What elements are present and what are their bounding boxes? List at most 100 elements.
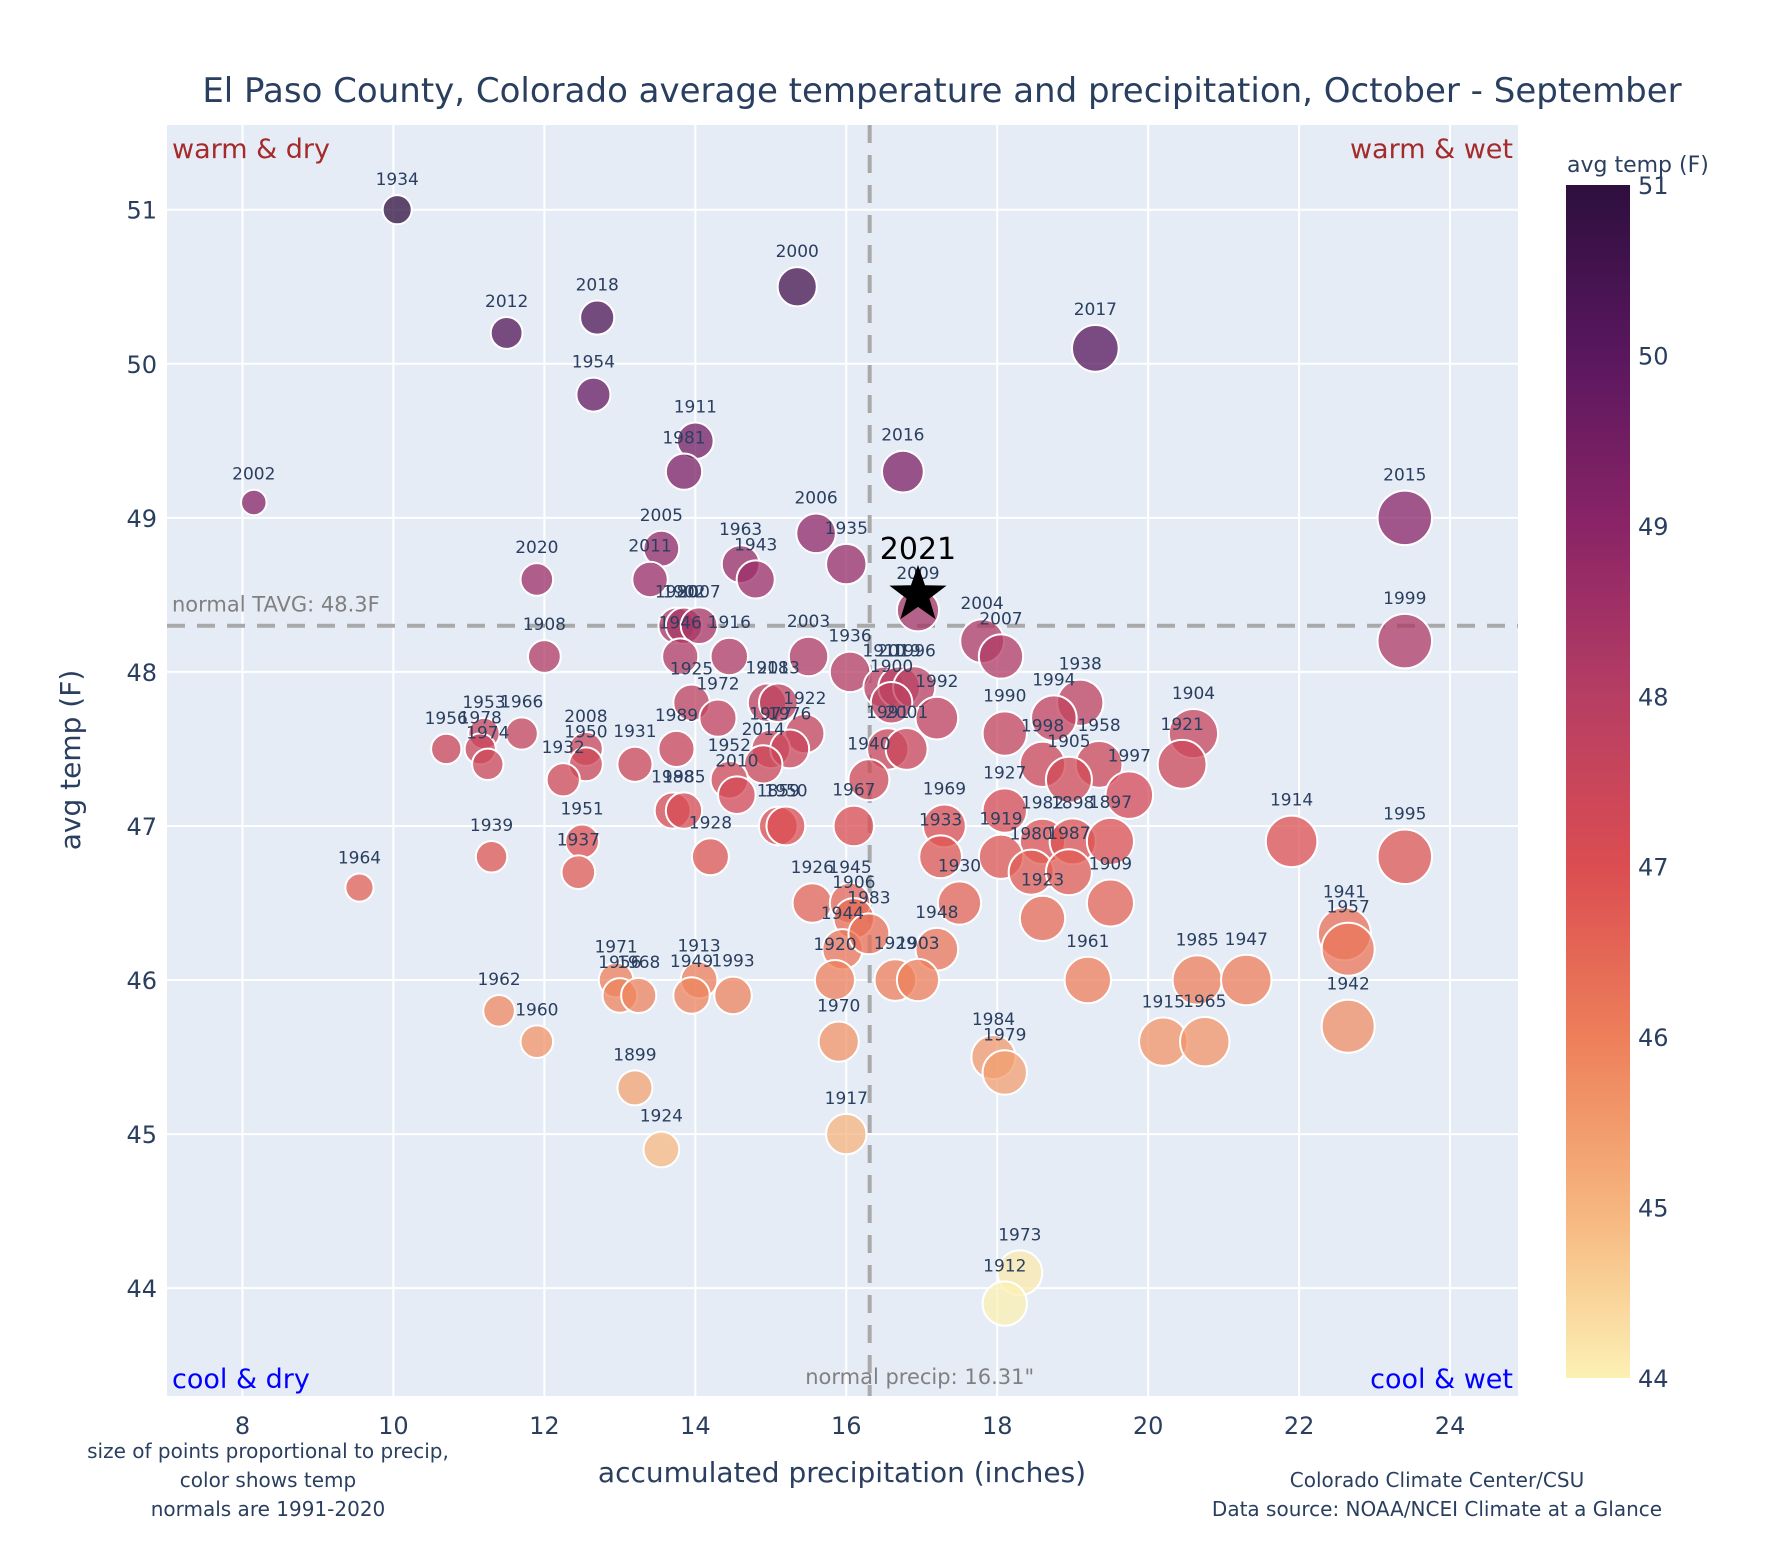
data-point <box>575 376 612 413</box>
data-point <box>1030 694 1078 742</box>
data-point <box>1071 324 1120 373</box>
point-label: 1945 <box>828 858 871 878</box>
point-label: 1966 <box>500 692 543 712</box>
point-label: 1942 <box>1327 975 1370 995</box>
data-point <box>1104 770 1155 820</box>
point-label: 1909 <box>1089 854 1132 874</box>
point-label: 1921 <box>1161 715 1204 735</box>
point-label: 1992 <box>915 672 958 692</box>
point-label: 2013 <box>757 658 800 678</box>
data-point <box>657 729 696 769</box>
quadrant-warm-dry: warm & dry <box>172 134 330 165</box>
point-label: 1947 <box>1225 930 1268 950</box>
point-label: 1976 <box>768 704 811 724</box>
point-label: 1936 <box>828 627 871 647</box>
point-label: 1900 <box>870 657 913 677</box>
point-label: 2001 <box>885 703 928 723</box>
data-point <box>981 1280 1028 1327</box>
data-point <box>526 639 562 674</box>
data-point <box>471 747 505 782</box>
y-tick-label: 51 <box>126 197 157 225</box>
point-label: 1930 <box>938 856 981 876</box>
y-tick-label: 44 <box>126 1275 157 1303</box>
normal-precip-label: normal precip: 16.31" <box>805 1365 1034 1389</box>
point-label: 1938 <box>1059 655 1102 675</box>
y-tick-label: 48 <box>126 659 157 687</box>
data-point <box>884 726 929 771</box>
y-tick-label: 49 <box>126 505 157 533</box>
data-point <box>895 957 941 1003</box>
data-point <box>1179 1015 1231 1068</box>
colorbar-tick-label: 50 <box>1638 342 1669 370</box>
point-label: 1985 <box>1176 930 1219 950</box>
point-label: 1939 <box>470 816 513 836</box>
point-label: 1972 <box>696 675 739 695</box>
point-label: 1906 <box>832 873 875 893</box>
data-point <box>1320 998 1376 1054</box>
point-label: 1911 <box>674 398 717 418</box>
point-label: 1924 <box>640 1107 683 1127</box>
point-label: 1915 <box>1142 992 1185 1012</box>
point-label: 2007 <box>979 609 1022 629</box>
data-point <box>880 449 925 494</box>
point-label: 1960 <box>515 1000 558 1020</box>
normal-temp-label: normal TAVG: 48.3F <box>172 593 380 617</box>
data-point <box>1085 878 1135 928</box>
data-point <box>981 710 1028 757</box>
data-point <box>381 194 413 226</box>
point-label: 1991 <box>866 703 909 723</box>
point-label: 2005 <box>640 506 683 526</box>
colorbar-tick-label: 45 <box>1638 1195 1669 1223</box>
data-point <box>717 775 757 815</box>
point-label: 1926 <box>791 858 834 878</box>
note-right-2: Data source: NOAA/NCEI Climate at a Glan… <box>1212 1497 1662 1521</box>
point-label: 1958 <box>1077 716 1120 736</box>
point-label: 1950 <box>564 722 607 742</box>
point-label: 1917 <box>825 1089 868 1109</box>
data-point <box>1063 955 1113 1005</box>
y-axis-ticks: 44 45 46 47 48 49 50 51 <box>126 197 157 1303</box>
footnotes: size of points proportional to precip, c… <box>87 1439 1662 1521</box>
data-point <box>1044 848 1093 897</box>
point-label: 2020 <box>515 538 558 558</box>
colorbar-tick-label: 48 <box>1638 683 1669 711</box>
point-label: 1965 <box>1183 992 1226 1012</box>
point-label: 1987 <box>1047 824 1090 844</box>
data-point <box>813 958 857 1002</box>
note-left-3: normals are 1991-2020 <box>151 1497 386 1521</box>
data-point <box>642 1130 681 1169</box>
point-label: 1922 <box>783 689 826 709</box>
data-point <box>981 787 1028 834</box>
data-point <box>482 994 516 1028</box>
quadrant-cool-dry: cool & dry <box>172 1364 310 1395</box>
data-point <box>743 744 784 785</box>
point-label: 1970 <box>817 997 860 1017</box>
data-point <box>1044 755 1093 804</box>
point-label: 1956 <box>425 709 468 729</box>
point-label: 1984 <box>972 1010 1015 1030</box>
point-label: 1914 <box>1270 791 1313 811</box>
data-point <box>474 840 509 874</box>
data-point <box>1085 816 1135 866</box>
data-point <box>344 872 375 903</box>
data-point <box>795 512 837 555</box>
colorbar-tick-label: 44 <box>1638 1365 1669 1393</box>
data-point <box>616 745 654 783</box>
data-point <box>977 633 1025 680</box>
point-label: 1934 <box>376 170 419 190</box>
data-point <box>914 695 960 741</box>
data-point <box>579 299 616 336</box>
data-point <box>869 680 914 725</box>
point-label: 1983 <box>847 888 890 908</box>
point-label: 1904 <box>1172 684 1215 704</box>
point-label: 1916 <box>708 613 751 633</box>
point-label: 1977 <box>749 705 792 725</box>
point-label: 1902 <box>662 583 705 603</box>
point-label: 1999 <box>1383 589 1426 609</box>
point-label: 1899 <box>613 1045 656 1065</box>
data-point <box>620 976 658 1015</box>
point-label: 2011 <box>628 537 671 557</box>
note-left-1: size of points proportional to precip, <box>87 1439 449 1463</box>
point-label: 1941 <box>1323 882 1366 902</box>
data-point <box>631 560 669 599</box>
